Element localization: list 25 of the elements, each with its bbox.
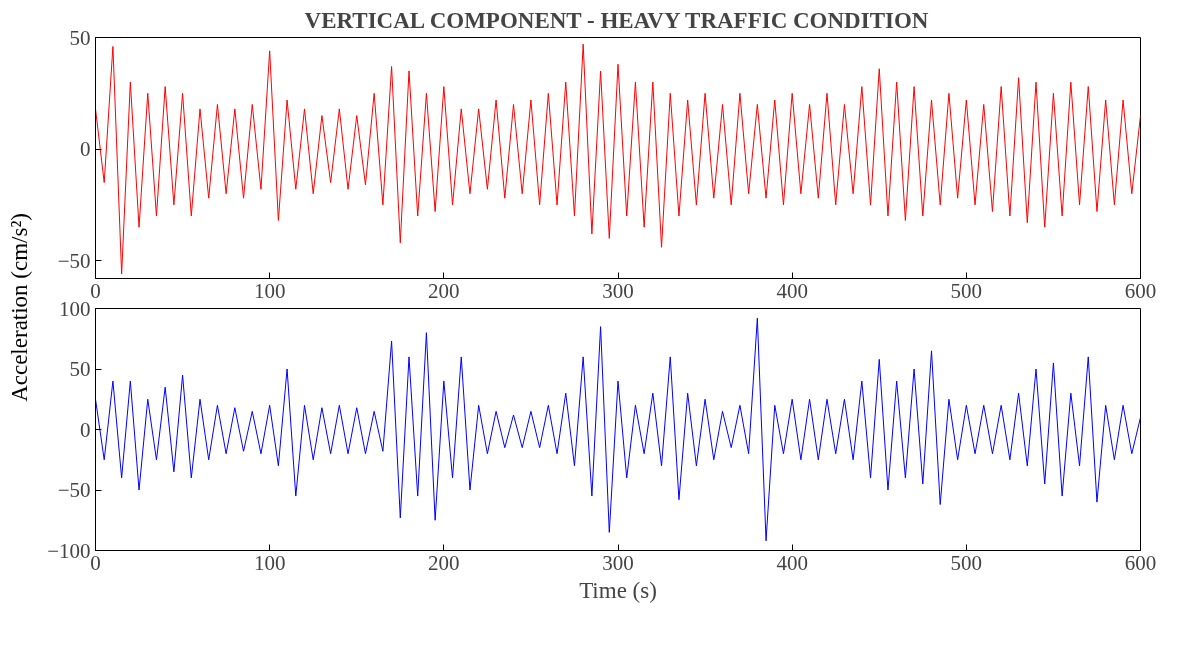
x-tick-label: 600 xyxy=(1124,550,1157,575)
x-tick-label: 600 xyxy=(1124,278,1157,303)
x-tick-label: 300 xyxy=(602,278,634,303)
x-tick-label: 100 xyxy=(253,550,286,575)
x-tick-label: 300 xyxy=(602,550,634,575)
y-tick-label: 0 xyxy=(80,417,91,442)
x-axis-title: Time (s) xyxy=(579,577,657,603)
y-tick-label: 50 xyxy=(69,357,91,381)
x-tick-label: 200 xyxy=(428,550,460,575)
y-tick-label: −50 xyxy=(57,248,91,273)
line-series xyxy=(95,43,1141,275)
y-axis-title: Acceleration (cm/s²) xyxy=(5,213,33,402)
y-tick-label: −50 xyxy=(57,478,91,502)
x-tick-label: 500 xyxy=(950,550,983,575)
chart-title: VERTICAL COMPONENT - HEAVY TRAFFIC CONDITION xyxy=(304,7,929,33)
x-tick-label: 400 xyxy=(776,278,808,303)
y-tick-label: 0 xyxy=(80,137,91,162)
x-tick-label: 100 xyxy=(253,278,286,303)
line-series xyxy=(95,317,1141,542)
x-tick-label: 500 xyxy=(950,278,983,303)
y-tick-label: 50 xyxy=(69,25,91,50)
x-tick-label: 200 xyxy=(428,278,460,303)
y-tick-label: 100 xyxy=(59,296,91,321)
y-tick-label: −100 xyxy=(47,538,91,563)
x-tick-label: 400 xyxy=(776,550,808,575)
